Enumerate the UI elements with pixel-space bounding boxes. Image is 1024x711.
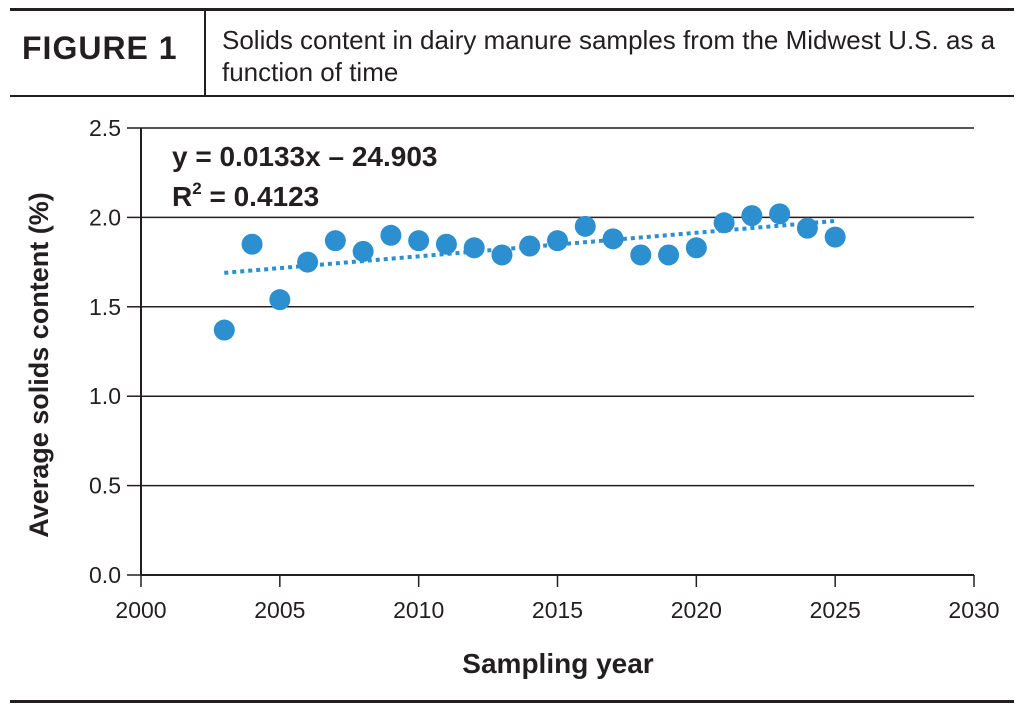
x-tick-label: 2010 (393, 597, 444, 623)
data-point-2013 (491, 244, 513, 266)
regression-equation: y = 0.0133x – 24.903 (172, 141, 437, 172)
axis-labels: Average solids content (%) Sampling year (24, 192, 654, 679)
data-point-2009 (380, 224, 402, 246)
r-squared-r: R (172, 181, 192, 212)
y-tick-label: 0.0 (89, 562, 121, 588)
r-squared-sup: 2 (192, 179, 201, 198)
r-squared-label: R2 = 0.4123 (172, 179, 319, 212)
y-tick-label: 0.5 (89, 473, 121, 499)
data-point-2003 (213, 319, 235, 341)
data-point-2020 (685, 237, 707, 259)
data-point-2016 (574, 215, 596, 237)
grid-lines (141, 127, 974, 487)
data-point-2015 (547, 230, 568, 252)
data-point-2021 (713, 212, 735, 234)
data-point-2019 (658, 244, 680, 266)
data-point-2010 (408, 230, 430, 252)
y-axis-title: Average solids content (%) (24, 192, 54, 538)
data-point-2024 (796, 217, 818, 239)
y-tick-label: 1.0 (89, 383, 121, 409)
header-rule (10, 95, 1014, 97)
data-points (213, 203, 846, 341)
axes: 0.0 0.5 1.0 1.5 2.0 2.5 2000 2005 2010 2015 2020 20… (89, 115, 1000, 623)
r-squared-value: = 0.4123 (202, 181, 320, 212)
figure-caption: Solids content in dairy manure samples f… (222, 25, 996, 87)
x-tick-label: 2005 (254, 597, 305, 623)
header-divider (204, 11, 206, 95)
data-point-2022 (741, 205, 763, 227)
x-tick-label: 2025 (810, 597, 861, 623)
data-point-2012 (463, 237, 485, 259)
y-tick-label: 2.5 (89, 115, 121, 141)
data-point-2007 (324, 230, 346, 252)
data-point-2011 (435, 233, 457, 255)
x-tick-label: 2020 (671, 597, 722, 623)
data-point-2017 (602, 228, 624, 250)
regression-annotation: y = 0.0133x – 24.903 R2 = 0.4123 (172, 141, 437, 212)
x-tick-label: 2000 (115, 597, 166, 623)
data-point-2014 (519, 235, 541, 257)
data-point-2004 (241, 233, 263, 255)
x-tick-label: 2030 (948, 597, 999, 623)
data-point-2018 (630, 244, 652, 266)
data-point-2025 (824, 226, 846, 248)
bottom-rule (10, 700, 1014, 703)
x-axis-title: Sampling year (462, 648, 654, 679)
figure-label: FIGURE 1 (22, 30, 178, 66)
y-tick-label: 1.5 (89, 294, 121, 320)
x-tick-label: 2015 (532, 597, 583, 623)
data-point-2006 (297, 251, 319, 273)
data-point-2023 (769, 203, 791, 225)
y-tick-label: 2.0 (89, 204, 121, 230)
data-point-2008 (352, 240, 374, 262)
top-rule (10, 8, 1014, 11)
data-point-2005 (269, 289, 291, 311)
